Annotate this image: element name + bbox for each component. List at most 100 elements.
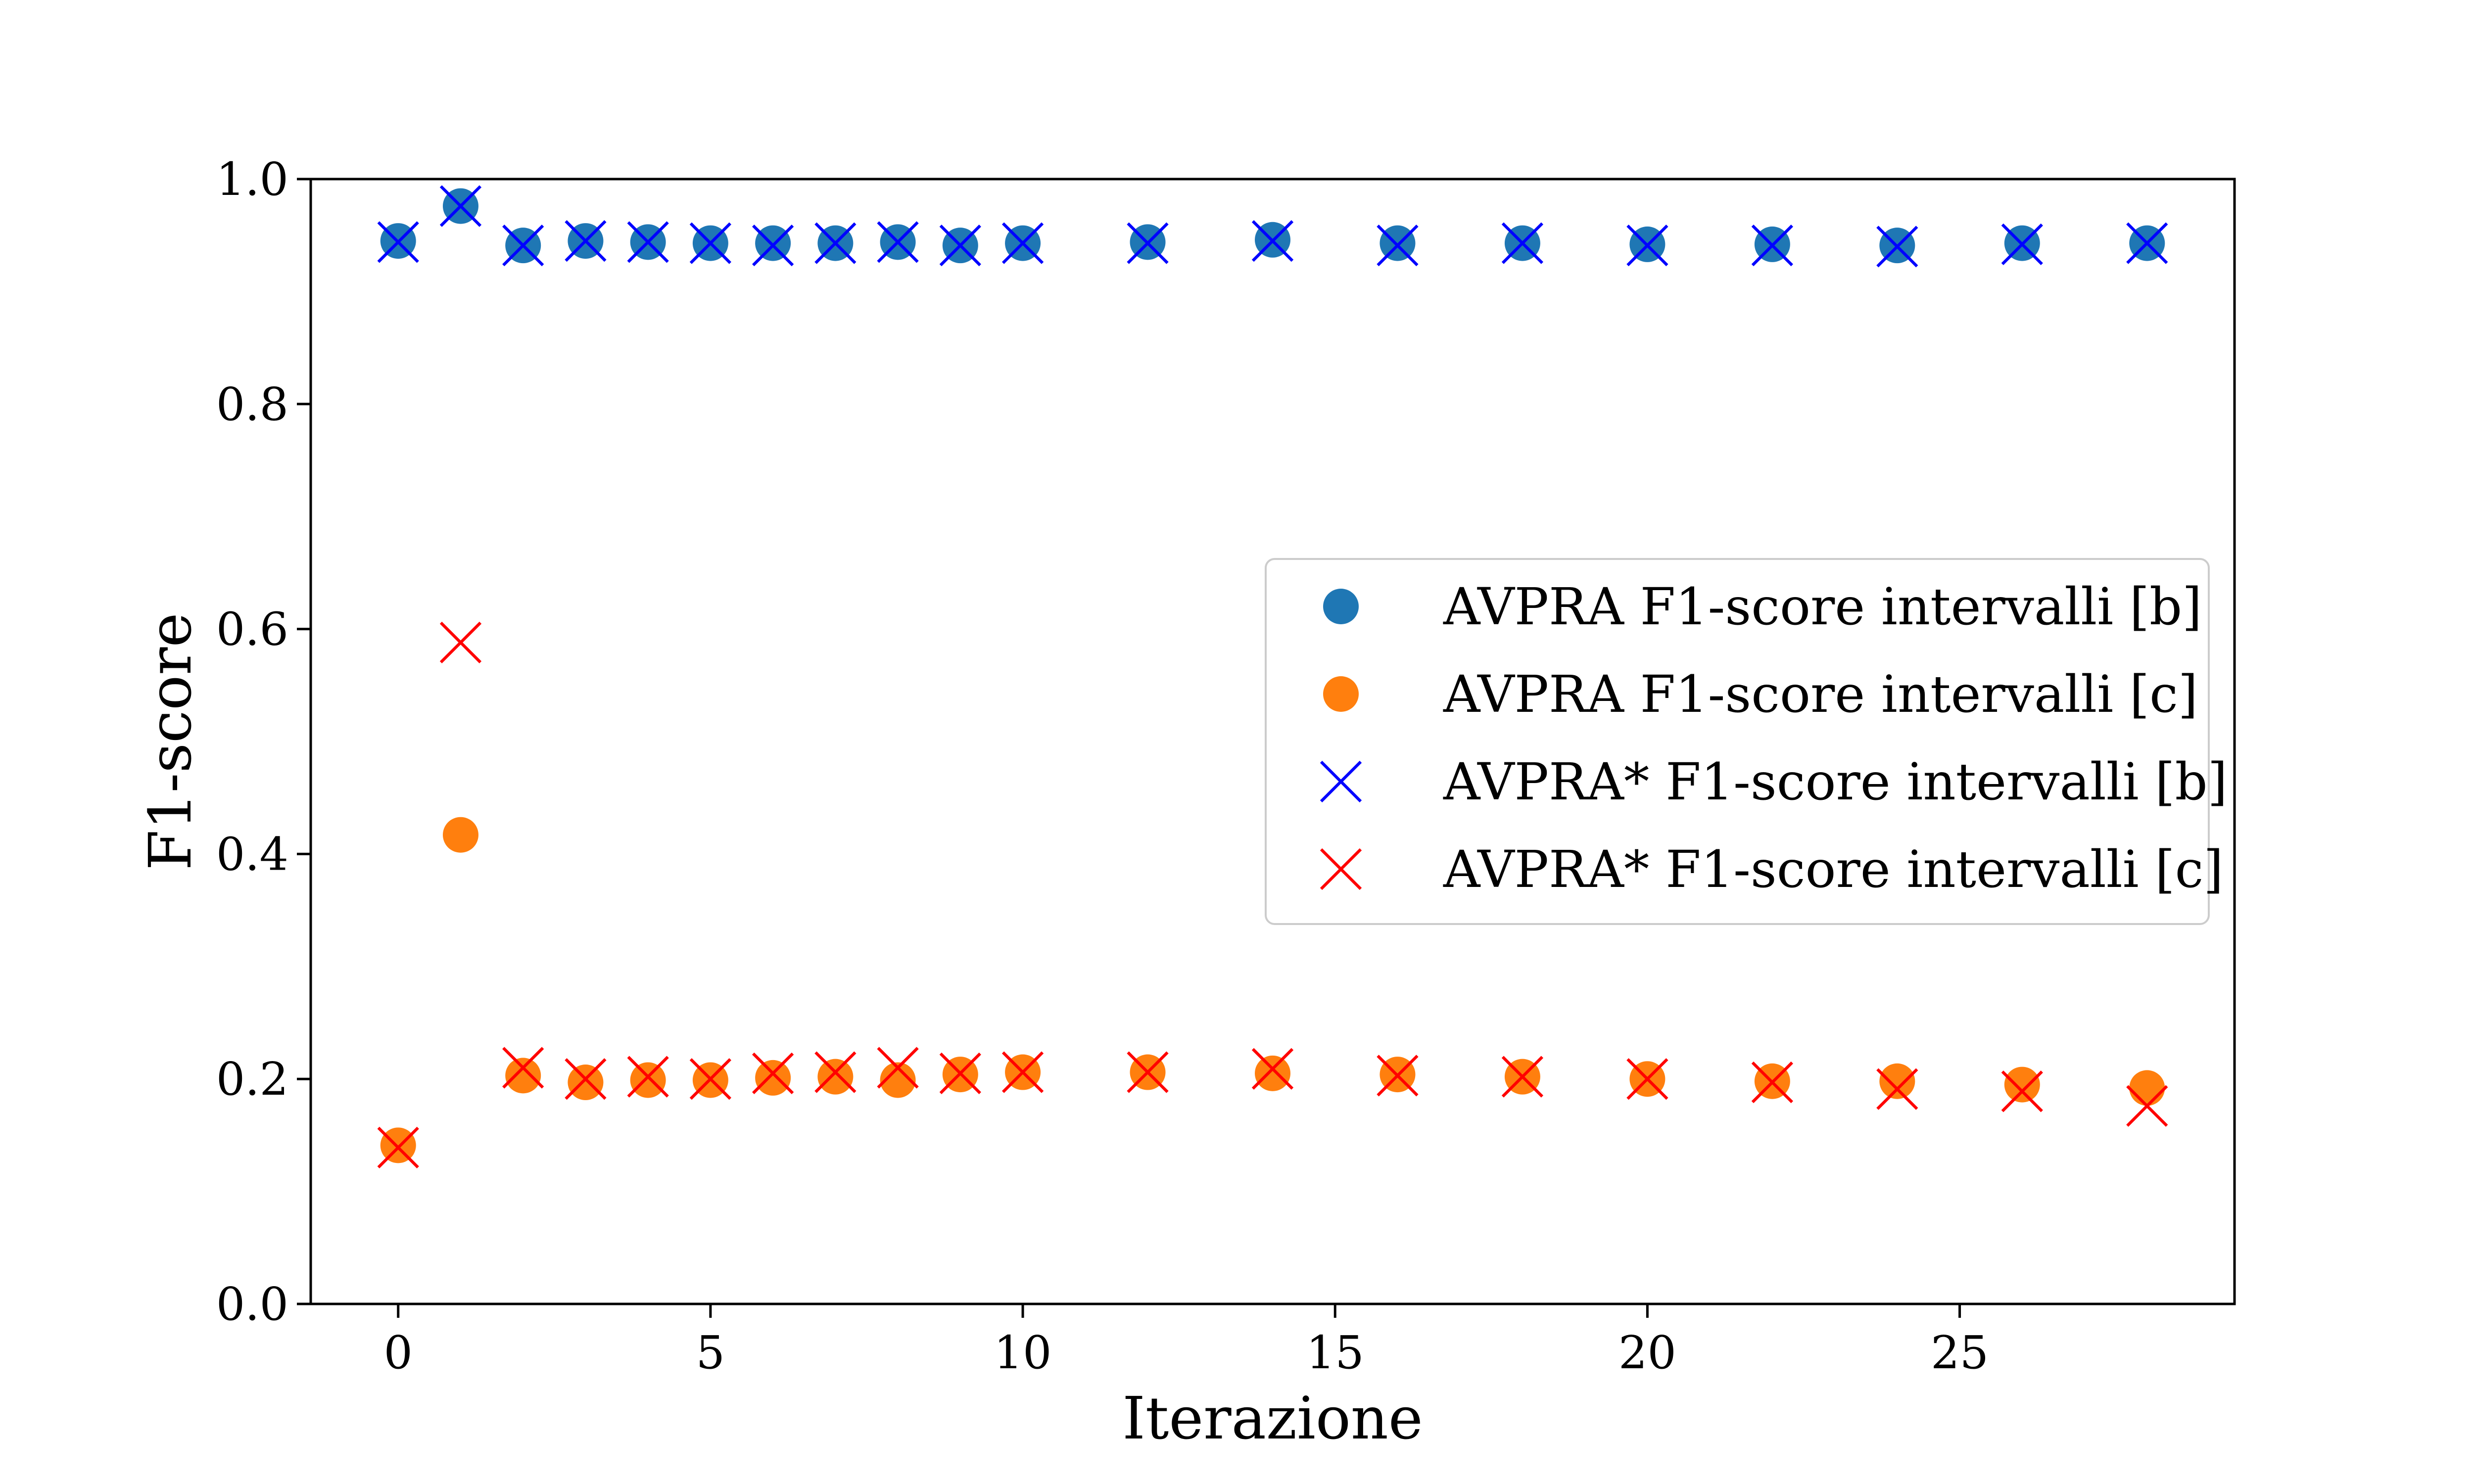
- legend-entry-label: AVPRA* F1-score intervalli [b]: [1443, 752, 2228, 812]
- data-point: [1501, 1056, 1544, 1098]
- x-stroke: [939, 225, 981, 267]
- data-point: [1751, 1061, 1793, 1104]
- y-tick-label: 0.8: [216, 378, 288, 431]
- x-stroke: [2001, 1070, 2043, 1113]
- x-stroke: [439, 185, 482, 227]
- data-point: [1879, 1063, 1915, 1099]
- x-stroke: [627, 221, 669, 263]
- data-point: [505, 1058, 541, 1094]
- x-stroke: [1876, 1068, 1918, 1110]
- data-point: [1001, 222, 1044, 264]
- x-stroke: [689, 222, 732, 264]
- x-tick-label: 0: [383, 1326, 413, 1379]
- x-stroke: [1377, 225, 1419, 267]
- data-point: [939, 225, 981, 267]
- x-stroke: [2126, 222, 2168, 264]
- data-point: [1626, 225, 1668, 267]
- data-point: [814, 1051, 856, 1093]
- y-axis-label: F1-score: [136, 613, 204, 871]
- data-point: [752, 1052, 794, 1094]
- x-tick-label: 15: [1306, 1326, 1364, 1379]
- x-stroke: [377, 221, 419, 263]
- x-tick-label: 20: [1618, 1326, 1676, 1379]
- plot-frame: [309, 178, 2236, 1305]
- x-stroke: [565, 1058, 607, 1100]
- x-stroke: [1377, 1055, 1419, 1097]
- x-stroke: [2001, 223, 2043, 266]
- data-point: [1501, 222, 1544, 264]
- series-4: [377, 621, 2168, 1169]
- data-point: [630, 1062, 666, 1098]
- data-point: [2001, 1070, 2043, 1113]
- legend-entry-label: AVPRA* F1-score intervalli [c]: [1443, 840, 2223, 899]
- data-point: [1377, 225, 1419, 267]
- data-point: [877, 221, 919, 263]
- data-point: [1127, 1051, 1169, 1093]
- data-point: [502, 1047, 544, 1089]
- data-point: [880, 1062, 916, 1098]
- legend-marker: [1320, 760, 1362, 803]
- y-tick-label: 1.0: [216, 153, 288, 206]
- legend-entry-label: AVPRA F1-score intervalli [b]: [1443, 577, 2202, 637]
- data-point: [1876, 226, 1918, 268]
- x-axis-label: Iterazione: [1122, 1384, 1423, 1452]
- x-stroke: [1251, 1048, 1294, 1090]
- data-point: [565, 220, 607, 262]
- data-point: [2129, 1070, 2165, 1106]
- x-stroke: [752, 1052, 794, 1094]
- data-point: [752, 225, 794, 267]
- x-stroke: [1626, 1058, 1668, 1100]
- x-tick-label: 10: [994, 1326, 1052, 1379]
- data-point: [2004, 1067, 2040, 1103]
- data-point: [1751, 225, 1793, 267]
- x-stroke: [1320, 848, 1362, 890]
- x-tick-label: 5: [696, 1326, 725, 1379]
- legend: AVPRA F1-score intervalli [b] AVPRA F1-sc…: [1265, 558, 2228, 925]
- data-point: [1377, 1055, 1419, 1097]
- data-point: [565, 1058, 607, 1100]
- x-stroke: [627, 1056, 669, 1098]
- x-stroke: [1320, 760, 1362, 803]
- x-stroke: [1001, 1051, 1044, 1093]
- data-point: [877, 1047, 919, 1089]
- data-point: [755, 225, 791, 261]
- data-point: [1001, 1051, 1044, 1093]
- legend-marker: [1323, 589, 1359, 624]
- data-point: [2001, 223, 2043, 266]
- x-stroke: [1751, 1061, 1793, 1104]
- x-stroke: [939, 1052, 981, 1094]
- x-stroke: [1251, 220, 1294, 262]
- x-stroke: [1876, 226, 1918, 268]
- x-stroke: [752, 225, 794, 267]
- x-stroke: [877, 221, 919, 263]
- x-stroke: [814, 222, 856, 264]
- x-stroke: [1127, 222, 1169, 264]
- data-point: [2126, 1085, 2168, 1127]
- data-point: [377, 221, 419, 263]
- legend-entry-label: AVPRA F1-score intervalli [c]: [1443, 665, 2198, 724]
- x-stroke: [877, 1047, 919, 1089]
- x-stroke: [1501, 1056, 1544, 1098]
- data-point: [1380, 225, 1416, 261]
- legend-marker: [1323, 676, 1359, 712]
- data-point: [689, 1058, 732, 1100]
- x-stroke: [1127, 1051, 1169, 1093]
- series-3: [377, 185, 2168, 268]
- y-tick-label: 0.6: [216, 603, 288, 656]
- y-tick-label: 0.4: [216, 828, 288, 881]
- data-point: [442, 817, 478, 853]
- legend-frame: [1265, 558, 2210, 925]
- data-point: [939, 1052, 981, 1094]
- data-point: [1626, 1058, 1668, 1100]
- data-point: [1251, 220, 1294, 262]
- data-point: [627, 221, 669, 263]
- x-stroke: [2126, 1085, 2168, 1127]
- y-tick-label: 0.2: [216, 1053, 288, 1106]
- x-stroke: [1626, 225, 1668, 267]
- data-point: [814, 222, 856, 264]
- data-point: [689, 222, 732, 264]
- data-point: [2126, 222, 2168, 264]
- data-point: [627, 1056, 669, 1098]
- x-stroke: [439, 621, 482, 664]
